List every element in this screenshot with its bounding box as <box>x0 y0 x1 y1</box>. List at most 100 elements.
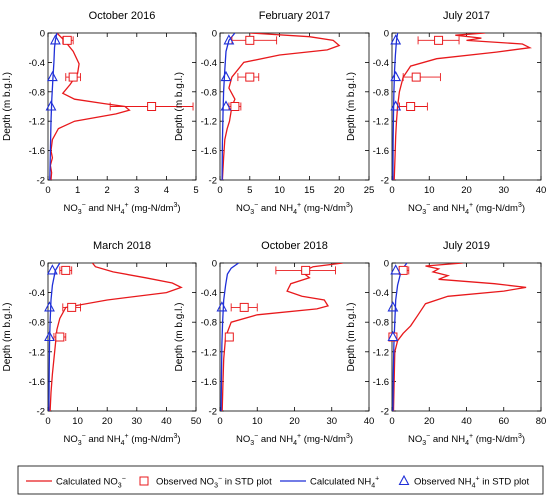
x-axis-label-part: (mg-N/dm <box>301 203 346 214</box>
x-tick-label: 30 <box>498 185 509 196</box>
x-axis-label-part: 4 <box>465 209 469 216</box>
legend-text-part: + <box>375 476 379 483</box>
y-tick-label: -1.2 <box>29 117 45 128</box>
x-tick-label: 5 <box>247 185 252 196</box>
x-axis-label-part: + <box>124 202 128 209</box>
x-axis-label-part: (mg-N/dm <box>129 434 174 445</box>
y-tick-label: -0.4 <box>373 288 389 299</box>
x-axis-label-part: ) <box>522 203 525 214</box>
x-axis-label-part: 3 <box>78 440 82 447</box>
x-tick-label: 10 <box>274 185 285 196</box>
legend-obs-no3-label: Observed NO3− in STD plot <box>156 476 272 490</box>
y-tick-label: -0.8 <box>29 318 45 329</box>
x-axis-label: NO3− and NH4+ (mg-N/dm3) <box>236 433 353 447</box>
calculated-no3-line <box>49 263 183 411</box>
calculated-nh4-line <box>49 33 58 180</box>
x-axis-label-part: − <box>82 202 86 209</box>
x-axis-label: NO3− and NH4+ (mg-N/dm3) <box>236 202 353 216</box>
y-tick-label: -0.8 <box>373 87 389 98</box>
y-tick-label: -1.2 <box>373 347 389 358</box>
observed-nh4-marker <box>220 70 232 82</box>
x-axis-label-part: (mg-N/dm <box>129 203 174 214</box>
x-tick-label: 20 <box>289 416 300 427</box>
y-axis-label: Depth (m b.g.l.) <box>174 303 185 372</box>
y-tick-label: 0 <box>212 259 217 270</box>
x-axis-label-part: 3 <box>78 209 82 216</box>
x-tick-label: 40 <box>364 416 375 427</box>
x-axis-label-part: 3 <box>250 209 254 216</box>
x-axis-label-part: and NH <box>258 203 293 214</box>
legend-text-part: Calculated NH <box>310 477 371 488</box>
calculated-no3-line <box>221 263 343 411</box>
panel-title: October 2018 <box>261 240 328 252</box>
legend-text-part: in STD plot <box>222 477 272 488</box>
x-tick-label: 50 <box>191 416 202 427</box>
x-tick-label: 15 <box>304 185 315 196</box>
x-axis-label-part: and NH <box>430 434 465 445</box>
x-axis-label-part: 3 <box>173 433 177 440</box>
y-tick-label: 0 <box>40 29 45 40</box>
x-axis-label-part: − <box>82 433 86 440</box>
y-tick-label: -1.2 <box>201 347 217 358</box>
x-tick-label: 10 <box>72 416 83 427</box>
x-axis-label-part: + <box>124 433 128 440</box>
legend-obs-nh4-marker <box>398 474 410 486</box>
x-tick-label: 40 <box>536 185 547 196</box>
y-tick-label: -1.6 <box>373 377 389 388</box>
x-tick-label: 1 <box>75 185 80 196</box>
x-axis-label-part: 4 <box>465 440 469 447</box>
y-axis-label: Depth (m b.g.l.) <box>346 303 357 372</box>
x-axis-label-part: ) <box>177 203 180 214</box>
observed-nh4-marker <box>390 70 402 82</box>
y-axis-label: Depth (m b.g.l.) <box>346 72 357 141</box>
x-axis-label-part: 3 <box>518 433 522 440</box>
y-tick-label: -1.6 <box>201 377 217 388</box>
x-tick-label: 0 <box>389 185 394 196</box>
x-axis-label-part: + <box>297 202 301 209</box>
observed-nh4-marker <box>45 100 57 111</box>
x-axis-label: NO3− and NH4+ (mg-N/dm3) <box>408 202 525 216</box>
x-axis-label-part: + <box>469 433 473 440</box>
observed-no3-marker <box>434 35 444 45</box>
x-axis-label-part: and NH <box>86 434 121 445</box>
x-axis-label-part: NO <box>63 203 77 214</box>
x-axis-label-part: 3 <box>173 202 177 209</box>
y-axis-label: Depth (m b.g.l.) <box>174 72 185 141</box>
panel-title: February 2017 <box>259 10 331 22</box>
observed-no3-marker <box>411 72 421 82</box>
y-tick-label: -2 <box>209 407 217 418</box>
y-axis-label: Depth (m b.g.l.) <box>2 72 13 141</box>
legend-text-part: 4 <box>371 483 375 490</box>
calculated-no3-line <box>392 263 527 411</box>
legend-text-part: 4 <box>472 483 476 490</box>
observed-nh4-marker <box>44 330 55 342</box>
y-tick-label: 0 <box>212 29 217 40</box>
x-tick-label: 80 <box>536 416 547 427</box>
observed-no3-marker <box>55 332 65 342</box>
x-tick-label: 0 <box>217 416 222 427</box>
observed-no3-marker <box>230 102 240 111</box>
y-tick-label: -2 <box>209 176 217 187</box>
x-axis-label-part: − <box>426 202 430 209</box>
observed-nh4-marker <box>216 301 228 312</box>
x-axis-label-part: 4 <box>121 440 125 447</box>
x-axis-label-part: ) <box>350 434 353 445</box>
observed-no3-marker <box>239 302 249 312</box>
x-tick-label: 20 <box>334 185 345 196</box>
x-tick-label: 0 <box>45 185 50 196</box>
calculated-no3-line <box>221 33 341 180</box>
observed-nh4-marker <box>46 70 58 82</box>
y-tick-label: -0.8 <box>201 318 217 329</box>
x-tick-label: 30 <box>326 416 337 427</box>
observed-no3-marker <box>62 35 72 45</box>
panel-title: July 2019 <box>443 240 490 252</box>
x-axis-label-part: + <box>469 202 473 209</box>
y-tick-label: -0.4 <box>373 58 389 69</box>
observed-nh4-marker <box>390 264 402 275</box>
legend-calc-nh4-label: Calculated NH4+ <box>310 476 379 490</box>
x-tick-label: 40 <box>161 416 172 427</box>
observed-nh4-marker <box>390 34 402 45</box>
